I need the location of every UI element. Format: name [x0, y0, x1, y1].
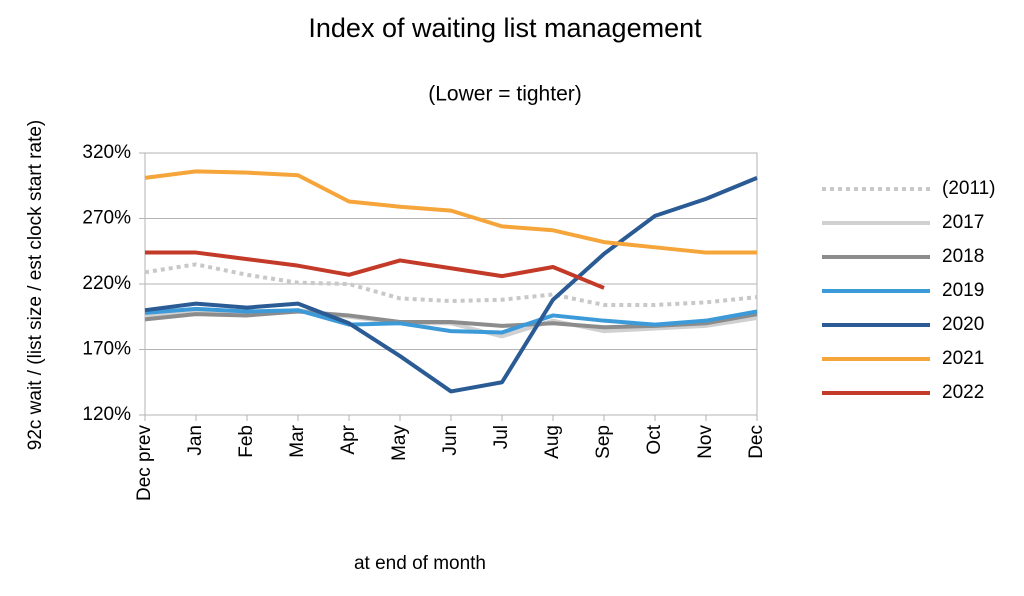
legend-label: 2022	[942, 382, 984, 403]
x-tick-label: Aug	[542, 425, 563, 459]
x-tick-label: Jan	[185, 425, 206, 456]
chart-subtitle: (Lower = tighter)	[428, 83, 581, 106]
series-line	[145, 250, 605, 290]
x-tick-label: Dec prev	[134, 425, 155, 502]
x-tick-label: Jul	[491, 425, 512, 449]
legend-label: 2020	[942, 314, 984, 335]
x-tick-label: Dec	[746, 425, 767, 459]
x-tick-label: Mar	[287, 424, 308, 457]
legend-label: 2018	[942, 246, 984, 267]
legend-label: 2021	[942, 348, 984, 369]
x-tick-label: May	[389, 425, 410, 461]
series-line	[144, 169, 757, 255]
chart-title: Index of waiting list management	[308, 13, 702, 43]
series-line	[144, 306, 758, 335]
x-tick-label: Oct	[644, 424, 665, 454]
y-tick-label: 220%	[82, 273, 131, 294]
x-tick-label: Jun	[440, 425, 461, 456]
y-tick-label: 120%	[82, 404, 131, 425]
legend-label: 2017	[942, 212, 984, 233]
legend-label: 2019	[942, 280, 984, 301]
series-line	[144, 176, 758, 394]
y-tick-label: 170%	[82, 339, 131, 360]
legend-label: (2011)	[942, 178, 996, 199]
x-tick-label: Nov	[695, 425, 716, 459]
x-axis-label: at end of month	[354, 553, 486, 574]
x-tick-label: Sep	[593, 425, 614, 459]
y-tick-label: 320%	[82, 142, 131, 163]
y-axis-label: 92c wait / (list size / est clock start …	[25, 120, 46, 450]
y-tick-label: 270%	[82, 208, 131, 229]
series-line	[144, 262, 758, 307]
x-tick-label: Feb	[236, 425, 257, 458]
x-tick-label: Apr	[338, 424, 359, 454]
